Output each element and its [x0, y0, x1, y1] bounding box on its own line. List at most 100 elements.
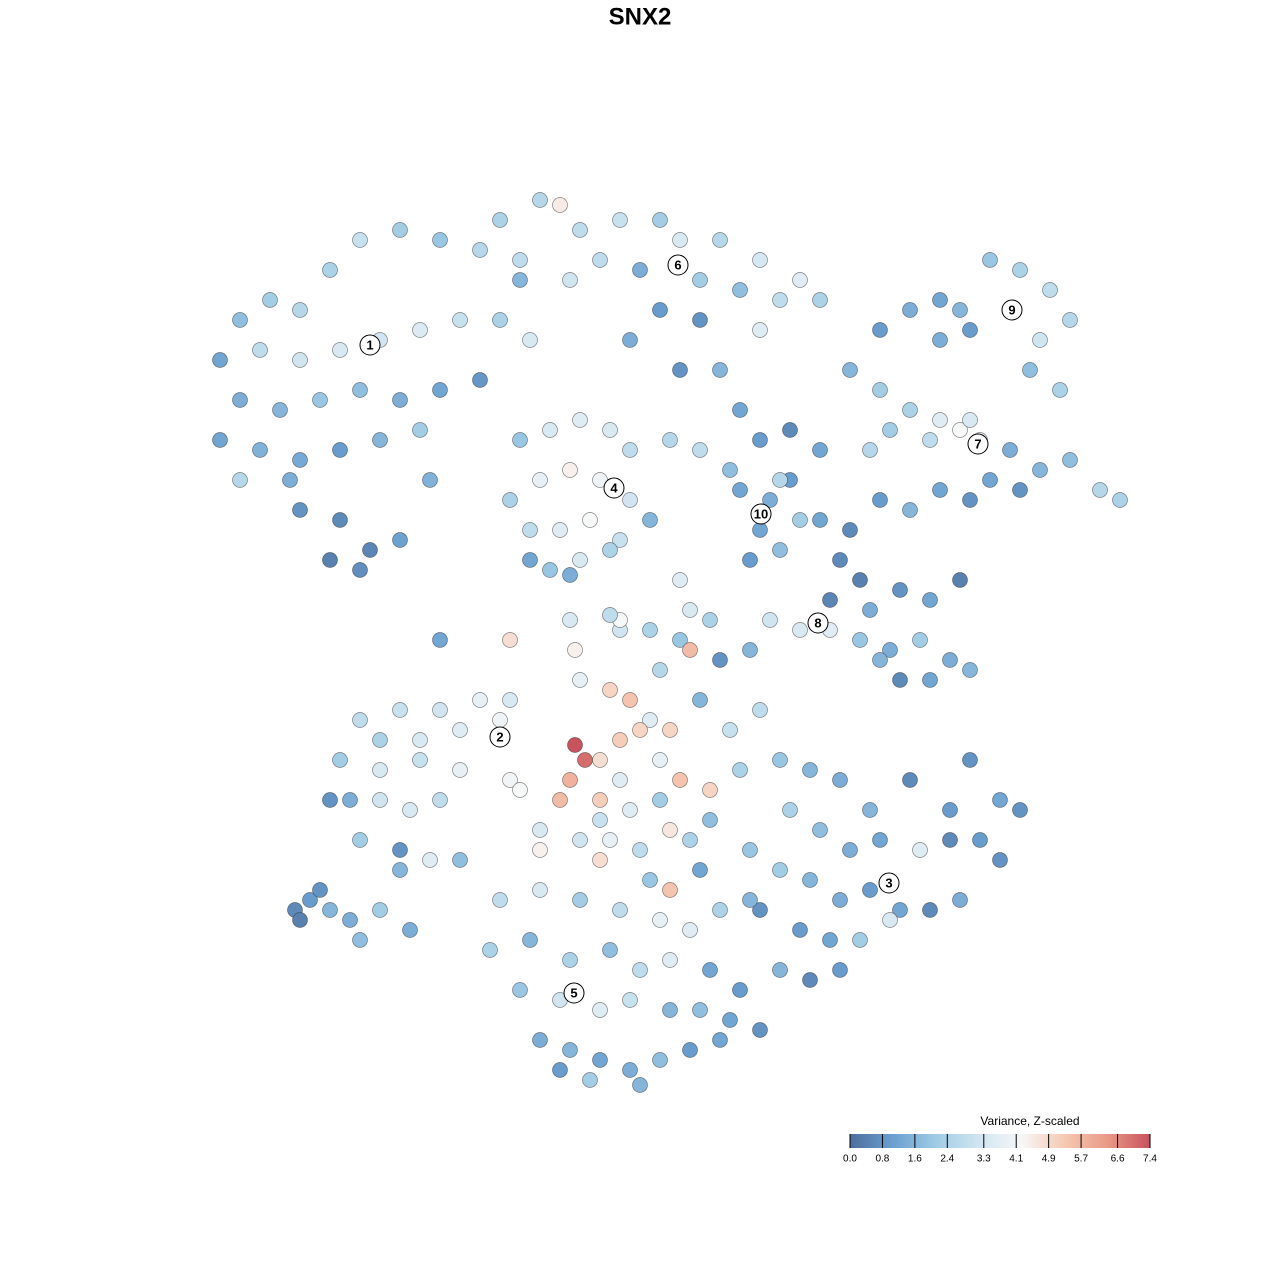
- point: [792, 512, 808, 528]
- colorbar-tick-label: 4.1: [1009, 1154, 1023, 1165]
- colorbar-tick-label: 0.8: [875, 1154, 889, 1165]
- point: [882, 912, 898, 928]
- point: [792, 622, 808, 638]
- point: [232, 392, 248, 408]
- point: [392, 392, 408, 408]
- point: [732, 762, 748, 778]
- point: [682, 832, 698, 848]
- point: [962, 662, 978, 678]
- point: [1012, 802, 1028, 818]
- point: [572, 412, 588, 428]
- point: [982, 472, 998, 488]
- cluster-badge: [563, 982, 585, 1004]
- point: [502, 772, 518, 788]
- point: [322, 552, 338, 568]
- cluster-label: 2: [496, 729, 503, 744]
- point: [792, 922, 808, 938]
- point: [332, 442, 348, 458]
- cluster-badge: [750, 503, 772, 525]
- point: [952, 892, 968, 908]
- point: [582, 1072, 598, 1088]
- point: [432, 632, 448, 648]
- point: [912, 632, 928, 648]
- point: [822, 932, 838, 948]
- point: [282, 472, 298, 488]
- point: [502, 692, 518, 708]
- point: [942, 652, 958, 668]
- point: [352, 232, 368, 248]
- point: [412, 752, 428, 768]
- point: [522, 522, 538, 538]
- point: [562, 952, 578, 968]
- point: [922, 432, 938, 448]
- point: [672, 572, 688, 588]
- point: [572, 892, 588, 908]
- cluster-badge: [967, 433, 989, 455]
- point: [692, 442, 708, 458]
- point: [672, 632, 688, 648]
- point: [632, 1077, 648, 1093]
- point: [592, 812, 608, 828]
- point: [952, 572, 968, 588]
- point: [782, 802, 798, 818]
- point: [402, 802, 418, 818]
- point: [882, 642, 898, 658]
- point: [812, 512, 828, 528]
- point: [852, 632, 868, 648]
- point: [802, 762, 818, 778]
- point: [752, 1022, 768, 1038]
- colorbar-tick-label: 2.4: [940, 1154, 954, 1165]
- point: [682, 1042, 698, 1058]
- point: [612, 732, 628, 748]
- point: [902, 402, 918, 418]
- point: [522, 332, 538, 348]
- point: [772, 752, 788, 768]
- point: [512, 982, 528, 998]
- colorbar: [850, 1134, 1150, 1148]
- point: [252, 442, 268, 458]
- point: [682, 922, 698, 938]
- cluster-label: 5: [570, 985, 577, 1000]
- point: [532, 842, 548, 858]
- point: [902, 772, 918, 788]
- point: [962, 322, 978, 338]
- point: [692, 692, 708, 708]
- point: [292, 452, 308, 468]
- point: [502, 492, 518, 508]
- point: [742, 892, 758, 908]
- point: [752, 702, 768, 718]
- point: [772, 542, 788, 558]
- colorbar-tick-label: 5.7: [1074, 1154, 1088, 1165]
- point: [482, 942, 498, 958]
- point: [302, 892, 318, 908]
- point: [672, 232, 688, 248]
- point: [532, 882, 548, 898]
- point: [562, 462, 578, 478]
- point: [752, 252, 768, 268]
- point: [292, 502, 308, 518]
- point: [1092, 482, 1108, 498]
- point: [632, 262, 648, 278]
- point: [862, 882, 878, 898]
- point: [862, 442, 878, 458]
- point: [712, 652, 728, 668]
- point: [972, 832, 988, 848]
- point: [642, 512, 658, 528]
- point: [702, 782, 718, 798]
- point: [252, 342, 268, 358]
- point: [572, 552, 588, 568]
- cluster-badge: [667, 254, 689, 276]
- point: [652, 212, 668, 228]
- point: [212, 352, 228, 368]
- point: [722, 722, 738, 738]
- point: [702, 612, 718, 628]
- point: [852, 572, 868, 588]
- point: [622, 492, 638, 508]
- point: [652, 1052, 668, 1068]
- point: [542, 422, 558, 438]
- point: [232, 312, 248, 328]
- point: [412, 422, 428, 438]
- point: [1032, 332, 1048, 348]
- point: [422, 472, 438, 488]
- cluster-label: 9: [1008, 302, 1015, 317]
